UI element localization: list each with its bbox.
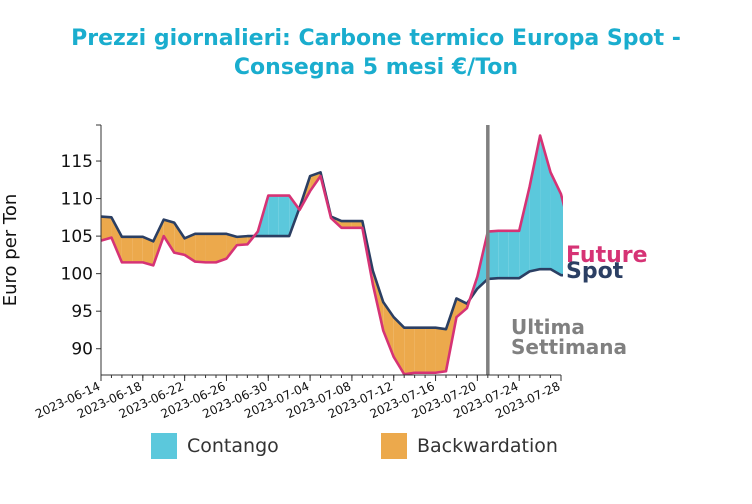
fill-segment: [174, 222, 185, 255]
y-tick-label: 100: [61, 265, 93, 285]
fill-segment: [111, 217, 122, 263]
y-axis-label: Euro per Ton: [0, 194, 21, 307]
fill-regions: [101, 135, 563, 375]
fill-segment: [132, 236, 143, 263]
fill-segment: [341, 221, 352, 228]
fill-segment: [550, 172, 561, 276]
fill-segment: [163, 219, 175, 253]
y-tick-label: 105: [61, 227, 93, 247]
series-lines: [101, 134, 563, 375]
fill-segment: [101, 216, 112, 241]
fill-segment: [540, 135, 551, 270]
fill-segment: [383, 302, 394, 357]
legend-label-backwardation: Backwardation: [417, 435, 558, 457]
fill-segment: [529, 135, 541, 272]
fill-segment: [236, 236, 248, 246]
legend-swatch-contango: [151, 433, 177, 459]
series-label-spot: Spot: [566, 259, 624, 284]
chart-title: Prezzi giornalieri: Carbone termico Euro…: [0, 24, 752, 82]
fill-segment: [216, 233, 227, 263]
legend-item-contango: Contango: [151, 433, 279, 459]
fill-segment: [508, 230, 520, 279]
annotation-label-line-1: Ultima: [511, 315, 585, 339]
fill-segment: [404, 327, 415, 375]
fill-segment: [435, 327, 446, 373]
chart-title-line-1: Prezzi giornalieri: Carbone termico Euro…: [71, 26, 681, 51]
fill-segment: [425, 327, 436, 373]
fill-segment: [278, 195, 290, 237]
y-tick-label: 95: [71, 302, 93, 322]
legend-swatch-backwardation: [381, 433, 407, 459]
fill-segment: [121, 236, 133, 263]
y-tick-label: 110: [61, 190, 93, 210]
fill-segment: [184, 233, 196, 262]
legend-item-backwardation: Backwardation: [381, 433, 558, 459]
fill-segment: [153, 219, 164, 266]
series-label-future: Future: [566, 243, 648, 268]
fill-segment: [142, 236, 154, 266]
series-line-future: [101, 134, 563, 375]
legend: Contango Backwardation: [0, 433, 752, 461]
fill-segment: [487, 230, 499, 279]
legend-label-contango: Contango: [187, 435, 279, 457]
fill-segment: [351, 221, 363, 228]
y-tick-label: 115: [61, 152, 93, 172]
fill-segment: [414, 327, 426, 373]
fill-segment: [498, 230, 509, 279]
y-tick-label: 90: [71, 340, 93, 360]
fill-segment: [561, 194, 563, 276]
chart-title-line-2: Consegna 5 mesi €/Ton: [233, 55, 519, 80]
fill-segment: [205, 233, 216, 263]
fill-segment: [195, 233, 206, 263]
series-line-spot: [101, 170, 563, 331]
fill-segment: [226, 233, 237, 259]
fill-segment: [268, 195, 279, 237]
fill-segment: [519, 186, 530, 279]
annotation-label-line-2: Settimana: [511, 335, 627, 359]
